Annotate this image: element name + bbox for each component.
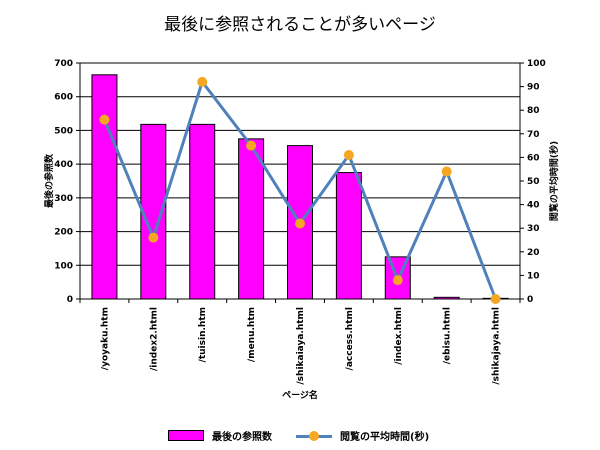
legend-item-line: 閲覧の平均時間(秒) xyxy=(296,428,429,443)
y-tick-label: 400 xyxy=(54,160,73,170)
y2-tick-label: 70 xyxy=(527,130,540,140)
line-point xyxy=(392,275,403,286)
y-tick-label: 100 xyxy=(54,261,73,271)
y-tick-label: 200 xyxy=(54,228,73,238)
y2-tick-label: 100 xyxy=(527,59,546,69)
bar xyxy=(91,74,118,300)
legend: 最後の参照数 閲覧の平均時間(秒) xyxy=(0,428,600,444)
x-tick-label: /shikajaya.html xyxy=(492,307,502,385)
x-tick-label: /menu.htm xyxy=(247,307,257,362)
legend-label-line: 閲覧の平均時間(秒) xyxy=(340,432,430,443)
y-tick-label: 600 xyxy=(54,93,73,103)
y-tick-label: 700 xyxy=(54,59,73,69)
y2-tick-label: 10 xyxy=(527,271,540,281)
legend-item-bar: 最後の参照数 xyxy=(168,428,272,443)
x-tick-label: /index2.html xyxy=(149,307,159,371)
legend-swatch-line xyxy=(296,430,332,441)
y-axis-title: 最後の参照数 xyxy=(43,153,55,208)
line-point xyxy=(441,166,452,177)
x-tick-label: /index.html xyxy=(394,307,404,365)
y2-tick-label: 20 xyxy=(527,248,540,258)
legend-label-bar: 最後の参照数 xyxy=(212,432,272,443)
line-point xyxy=(148,232,159,243)
y2-tick-label: 50 xyxy=(527,177,540,187)
y2-tick-label: 0 xyxy=(527,295,533,305)
bar xyxy=(189,123,216,300)
line-point xyxy=(343,150,354,161)
y2-tick-label: 40 xyxy=(527,201,540,211)
x-tick-label: /shikaiaya.html xyxy=(296,307,306,385)
legend-swatch-bar xyxy=(168,430,204,441)
x-tick-label: /ebisu.html xyxy=(443,307,453,364)
line-point xyxy=(246,140,257,151)
y2-tick-label: 80 xyxy=(527,106,540,116)
line-point xyxy=(295,218,305,229)
x-tick-label: /yoyaku.htm xyxy=(100,307,110,370)
y2-axis-title: 閲覧の平均時間(秒) xyxy=(548,141,560,221)
y-tick-label: 500 xyxy=(54,126,73,136)
line-point xyxy=(490,294,501,304)
line-point xyxy=(99,114,110,125)
x-tick-label: /tuisin.htm xyxy=(198,307,208,362)
y-tick-label: 0 xyxy=(67,295,73,305)
bar xyxy=(238,138,265,300)
bar xyxy=(335,172,362,300)
y2-tick-label: 30 xyxy=(527,224,540,234)
y-tick-label: 300 xyxy=(54,194,73,204)
y2-tick-label: 90 xyxy=(527,83,540,93)
chart-title: 最後に参照されることが多いページ xyxy=(164,15,436,35)
line-point xyxy=(197,76,208,87)
x-tick-label: /access.html xyxy=(345,307,355,370)
x-axis-title: ページ名 xyxy=(282,389,318,401)
y2-tick-label: 60 xyxy=(527,153,540,163)
